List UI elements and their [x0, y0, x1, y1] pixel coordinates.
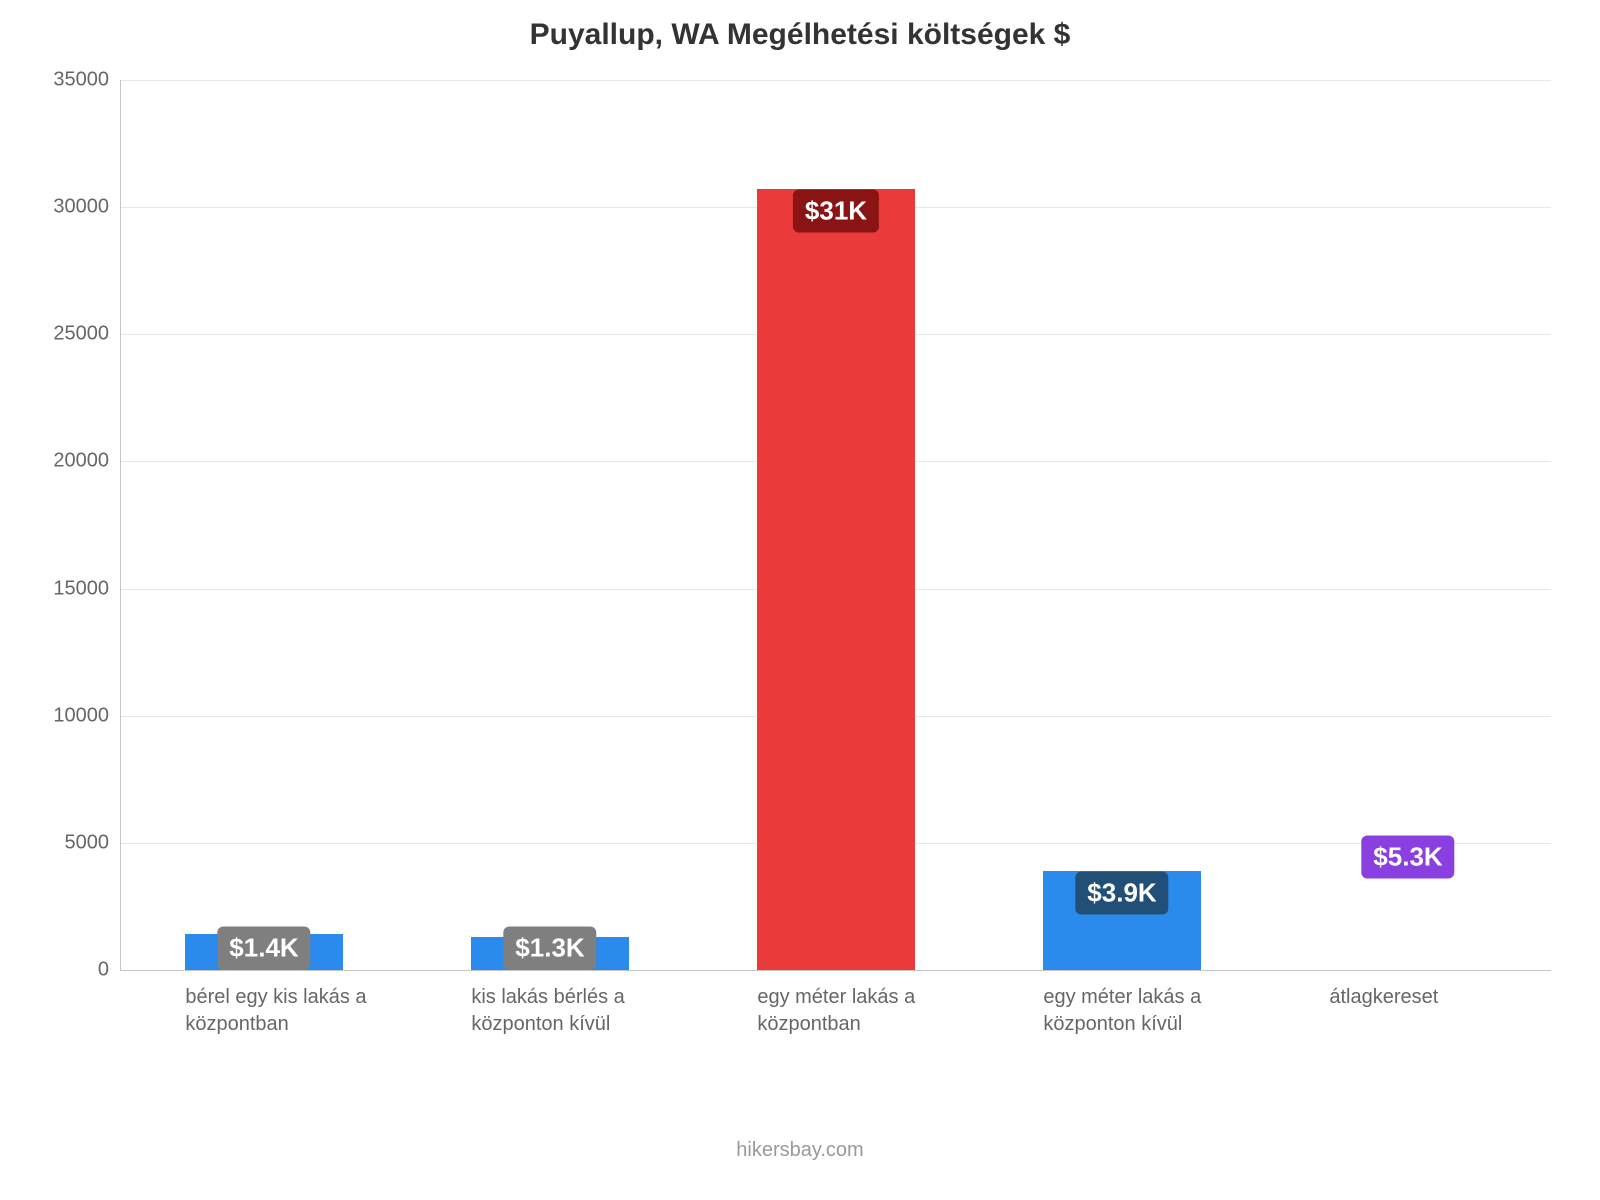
plot-area: 05000100001500020000250003000035000$1.4K… [120, 80, 1551, 971]
bar-value-badge: $1.3K [503, 927, 596, 970]
y-tick-label: 0 [98, 959, 121, 982]
chart-container: Puyallup, WA Megélhetési költségek $ 050… [0, 0, 1600, 1200]
y-tick-label: 30000 [53, 196, 121, 219]
y-tick-label: 5000 [65, 831, 122, 854]
bar-value-badge: $31K [793, 190, 879, 233]
y-tick-label: 20000 [53, 450, 121, 473]
gridline [121, 80, 1551, 81]
y-tick-label: 15000 [53, 577, 121, 600]
bar-value-badge: $1.4K [217, 927, 310, 970]
x-tick-label: átlagkereset [1329, 970, 1539, 1011]
bar [757, 189, 914, 970]
chart-footer: hikersbay.com [0, 1139, 1600, 1162]
bar-value-badge: $5.3K [1361, 836, 1454, 879]
y-tick-label: 25000 [53, 323, 121, 346]
y-tick-label: 35000 [53, 69, 121, 92]
x-tick-label: kis lakás bérlés a központon kívül [471, 970, 681, 1038]
x-tick-label: bérel egy kis lakás a központban [185, 970, 395, 1038]
bar-value-badge: $3.9K [1075, 871, 1168, 914]
x-tick-label: egy méter lakás a központban [757, 970, 967, 1038]
y-tick-label: 10000 [53, 704, 121, 727]
chart-title: Puyallup, WA Megélhetési költségek $ [0, 18, 1600, 52]
x-tick-label: egy méter lakás a központon kívül [1043, 970, 1253, 1038]
